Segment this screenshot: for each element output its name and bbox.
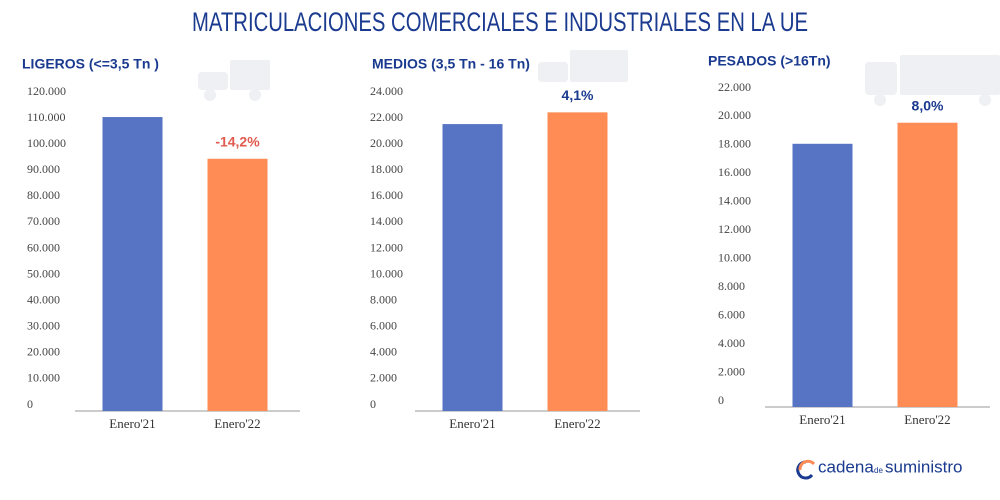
x-tick-label: Enero'22 bbox=[214, 416, 260, 431]
bar bbox=[792, 143, 853, 407]
y-tick-label: 10.000 bbox=[370, 266, 403, 280]
y-tick-label: 70.000 bbox=[27, 214, 60, 228]
y-tick-label: 20.000 bbox=[27, 345, 60, 359]
logo: cadena de suministro bbox=[796, 457, 962, 480]
x-tick-label: Enero'21 bbox=[799, 412, 845, 427]
y-tick-label: 22.000 bbox=[370, 110, 403, 124]
y-tick-label: 14.000 bbox=[718, 194, 751, 208]
y-tick-label: 60.000 bbox=[27, 240, 60, 254]
y-tick-label: 24.000 bbox=[370, 84, 403, 98]
y-tick-label: 0 bbox=[370, 397, 376, 411]
y-tick-label: 4.000 bbox=[370, 345, 397, 359]
change-annotation: 4,1% bbox=[562, 87, 594, 103]
y-tick-label: 22.000 bbox=[718, 80, 751, 94]
y-tick-label: 40.000 bbox=[27, 292, 60, 306]
page-title: MATRICULACIONES COMERCIALES E INDUSTRIAL… bbox=[192, 7, 808, 37]
y-tick-label: 10.000 bbox=[718, 250, 751, 264]
y-tick-label: 100.000 bbox=[27, 136, 66, 150]
x-tick-label: Enero'22 bbox=[554, 416, 600, 431]
logo-text: cadena bbox=[818, 457, 874, 476]
bar bbox=[897, 122, 958, 408]
y-tick-label: 2.000 bbox=[718, 364, 745, 378]
y-tick-label: 0 bbox=[27, 397, 33, 411]
y-tick-label: 90.000 bbox=[27, 162, 60, 176]
chart-subtitle: MEDIOS (3,5 Tn - 16 Tn) bbox=[372, 56, 530, 72]
y-tick-label: 20.000 bbox=[370, 136, 403, 150]
y-tick-label: 30.000 bbox=[27, 319, 60, 333]
chart-subtitle: PESADOS (>16Tn) bbox=[708, 53, 831, 69]
y-tick-label: 12.000 bbox=[370, 240, 403, 254]
y-tick-label: 110.000 bbox=[27, 110, 66, 124]
chart-subtitle: LIGEROS (<=3,5 Tn ) bbox=[22, 56, 159, 72]
y-tick-label: 18.000 bbox=[370, 162, 403, 176]
bar bbox=[442, 124, 503, 411]
y-tick-label: 18.000 bbox=[718, 137, 751, 151]
logo-text: suministro bbox=[885, 457, 962, 476]
y-tick-label: 10.000 bbox=[27, 371, 60, 385]
y-tick-label: 16.000 bbox=[370, 188, 403, 202]
y-tick-label: 4.000 bbox=[718, 336, 745, 350]
logo-text: de bbox=[874, 466, 883, 475]
y-tick-label: 16.000 bbox=[718, 165, 751, 179]
y-tick-label: 120.000 bbox=[27, 84, 66, 98]
change-annotation: -14,2% bbox=[215, 133, 260, 149]
x-tick-label: Enero'22 bbox=[904, 412, 950, 427]
y-tick-label: 12.000 bbox=[718, 222, 751, 236]
truck-icons bbox=[198, 50, 1000, 106]
y-tick-label: 50.000 bbox=[27, 266, 60, 280]
y-tick-label: 6.000 bbox=[370, 319, 397, 333]
x-tick-label: Enero'21 bbox=[109, 416, 155, 431]
y-tick-label: 0 bbox=[718, 393, 724, 407]
y-tick-label: 80.000 bbox=[27, 188, 60, 202]
y-tick-label: 6.000 bbox=[718, 307, 745, 321]
bar bbox=[547, 112, 608, 412]
y-tick-label: 20.000 bbox=[718, 108, 751, 122]
change-annotation: 8,0% bbox=[912, 97, 944, 113]
x-tick-label: Enero'21 bbox=[449, 416, 495, 431]
bar bbox=[207, 158, 268, 411]
y-tick-label: 2.000 bbox=[370, 371, 397, 385]
logo-icon bbox=[798, 459, 816, 471]
y-tick-label: 8.000 bbox=[718, 279, 745, 293]
bar bbox=[102, 117, 163, 411]
y-tick-label: 14.000 bbox=[370, 214, 403, 228]
y-tick-label: 8.000 bbox=[370, 292, 397, 306]
